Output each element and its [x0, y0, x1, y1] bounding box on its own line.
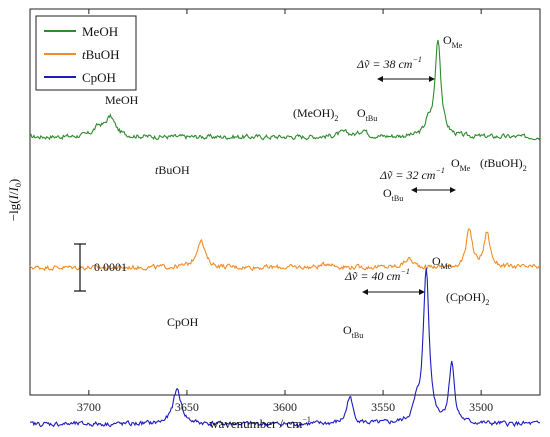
annot-meoh-mono: MeOH [105, 93, 139, 107]
arrow-tbuoh-delta [411, 187, 456, 193]
scale-bar [74, 243, 86, 292]
annot-meoh-ome: OMe [443, 33, 463, 50]
annot-meoh-otbu: OtBu [357, 106, 377, 123]
x-tick-label-3650: 3650 [175, 400, 199, 414]
x-axis-title: wavenumber / cm−1 [209, 415, 311, 431]
annot-cpoh-dimer: (CpOH)2 [446, 290, 489, 307]
arrow-cpoh-delta [362, 289, 425, 295]
arrow-meoh-delta [377, 76, 435, 82]
annot-tbuoh-ome: OMe [451, 156, 471, 173]
y-axis-title: −lg(I/I0) [6, 179, 23, 221]
legend-label-meoh: MeOH [82, 24, 118, 39]
x-tick-label-3600: 3600 [273, 400, 297, 414]
x-tick-label-3550: 3550 [371, 400, 395, 414]
x-axis-ticks: 3700 3650 3600 3550 3500 [77, 9, 493, 414]
annot-cpoh-mono: CpOH [167, 315, 199, 329]
annot-meoh-delta: Δṽ = 38 cm−1 [356, 55, 422, 71]
annot-tbuoh-dimer: (tBuOH)2 [480, 156, 527, 173]
legend-label-tbuoh: tBuOH [82, 47, 120, 62]
annot-cpoh-ome: OMe [432, 254, 452, 271]
series-line-meoh [29, 39, 541, 141]
annot-tbuoh-mono: tBuOH [155, 163, 190, 177]
scale-bar-label: 0.0001 [94, 260, 127, 274]
x-tick-label-3500: 3500 [469, 400, 493, 414]
series-line-cpoh [29, 267, 541, 428]
legend: MeOH tBuOH CpOH [35, 15, 137, 91]
annot-meoh-dimer: (MeOH)2 [293, 106, 338, 123]
series-line-tbuoh [29, 228, 540, 272]
x-tick-label-3700: 3700 [77, 400, 101, 414]
legend-label-cpoh: CpOH [82, 70, 116, 85]
annot-tbuoh-otbu: OtBu [383, 186, 403, 203]
annot-cpoh-delta: Δṽ = 40 cm−1 [344, 267, 410, 283]
annot-cpoh-otbu: OtBu [343, 323, 363, 340]
annot-tbuoh-delta: Δṽ = 32 cm−1 [379, 166, 445, 182]
